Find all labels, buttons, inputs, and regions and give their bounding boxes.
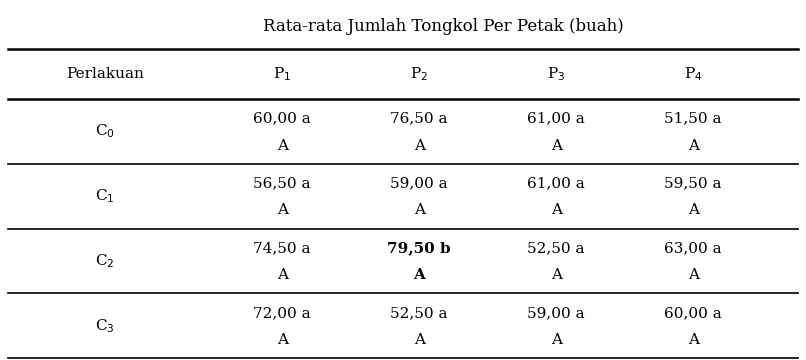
Text: A: A <box>413 203 425 217</box>
Text: 52,50 a: 52,50 a <box>527 241 585 255</box>
Text: A: A <box>550 203 562 217</box>
Text: 79,50 b: 79,50 b <box>388 241 451 255</box>
Text: A: A <box>276 203 288 217</box>
Text: P$_1$: P$_1$ <box>273 65 291 83</box>
Text: 59,00 a: 59,00 a <box>527 306 585 320</box>
Text: 74,50 a: 74,50 a <box>253 241 311 255</box>
Text: A: A <box>550 333 562 347</box>
Text: 72,00 a: 72,00 a <box>253 306 311 320</box>
Text: A: A <box>276 268 288 282</box>
Text: Perlakuan: Perlakuan <box>66 67 143 81</box>
Text: A: A <box>413 268 425 282</box>
Text: 51,50 a: 51,50 a <box>664 112 722 125</box>
Text: A: A <box>688 203 699 217</box>
Text: C$_2$: C$_2$ <box>95 252 114 270</box>
Text: 52,50 a: 52,50 a <box>390 306 448 320</box>
Text: 61,00 a: 61,00 a <box>527 176 585 190</box>
Text: P$_4$: P$_4$ <box>684 65 702 83</box>
Text: 61,00 a: 61,00 a <box>527 112 585 125</box>
Text: A: A <box>276 333 288 347</box>
Text: 63,00 a: 63,00 a <box>664 241 722 255</box>
Text: P$_3$: P$_3$ <box>547 65 565 83</box>
Text: A: A <box>413 139 425 153</box>
Text: Rata-rata Jumlah Tongkol Per Petak (buah): Rata-rata Jumlah Tongkol Per Petak (buah… <box>263 18 624 35</box>
Text: C$_3$: C$_3$ <box>95 317 114 335</box>
Text: A: A <box>413 333 425 347</box>
Text: A: A <box>550 268 562 282</box>
Text: A: A <box>688 333 699 347</box>
Text: A: A <box>550 139 562 153</box>
Text: C$_0$: C$_0$ <box>95 122 114 140</box>
Text: 60,00 a: 60,00 a <box>664 306 722 320</box>
Text: C$_1$: C$_1$ <box>95 187 114 205</box>
Text: 59,50 a: 59,50 a <box>664 176 722 190</box>
Text: A: A <box>276 139 288 153</box>
Text: 76,50 a: 76,50 a <box>390 112 448 125</box>
Text: 56,50 a: 56,50 a <box>253 176 311 190</box>
Text: 60,00 a: 60,00 a <box>253 112 311 125</box>
Text: A: A <box>688 268 699 282</box>
Text: P$_2$: P$_2$ <box>410 65 428 83</box>
Text: A: A <box>688 139 699 153</box>
Text: 59,00 a: 59,00 a <box>390 176 448 190</box>
